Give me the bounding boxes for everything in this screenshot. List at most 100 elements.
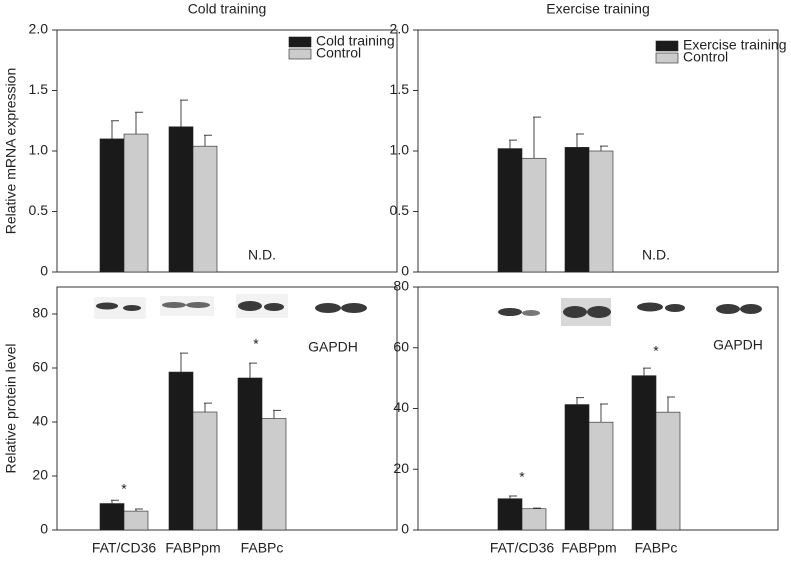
error-bar <box>576 397 584 405</box>
annotation: * <box>519 469 525 485</box>
bar <box>588 421 614 531</box>
blot-band <box>522 310 540 316</box>
blot-band <box>96 302 118 310</box>
error-bar <box>533 507 541 509</box>
x-tick-label: FAT/CD36 <box>490 540 555 556</box>
blot-band <box>238 301 262 311</box>
error-bar <box>643 367 651 376</box>
x-tick-label: FABPc <box>241 540 284 556</box>
y-tick-label: 40 <box>32 413 48 429</box>
y-tick-label: 20 <box>32 467 48 483</box>
blot-band <box>498 308 522 316</box>
y-tick-label: 20 <box>393 460 409 476</box>
y-tick-label: 0.5 <box>29 202 49 218</box>
y-tick-label: 60 <box>32 359 48 375</box>
blot-band <box>716 304 740 314</box>
error-bar <box>180 352 188 373</box>
error-bar <box>533 116 541 159</box>
y-tick-label: 2.0 <box>29 21 49 37</box>
bar <box>564 147 590 273</box>
blot-band <box>341 303 367 313</box>
y-axis-label: Relative mRNA expression <box>3 68 19 235</box>
annotation: N.D. <box>642 247 670 263</box>
bar <box>237 377 263 531</box>
y-tick-label: 0 <box>40 521 48 537</box>
bar <box>123 510 149 531</box>
annotation: * <box>653 343 659 359</box>
y-tick-label: 60 <box>393 338 409 354</box>
error-bar <box>111 499 119 504</box>
bar <box>168 371 194 531</box>
error-bar <box>600 403 608 423</box>
blot-band <box>563 306 587 318</box>
y-tick-label: 1.0 <box>29 142 49 158</box>
chart-title: Exercise training <box>546 1 650 17</box>
blot-band <box>665 304 685 312</box>
plot-frame <box>56 286 398 531</box>
blot-band <box>587 306 611 318</box>
x-tick-label: FAT/CD36 <box>92 540 157 556</box>
blot-band <box>162 302 186 308</box>
y-tick-label: 1.5 <box>29 81 49 97</box>
bar <box>261 418 287 531</box>
error-bar <box>600 145 608 151</box>
blot-band <box>123 305 141 311</box>
y-tick-label: 0 <box>401 521 409 537</box>
legend-label: Exercise training <box>683 37 787 53</box>
bar <box>521 508 547 531</box>
y-tick-label: 0 <box>401 263 409 279</box>
legend-label: Cold training <box>316 33 395 49</box>
bar <box>99 503 125 531</box>
legend-label: Control <box>316 45 361 61</box>
annotation: GAPDH <box>713 337 763 353</box>
annotation: GAPDH <box>308 339 358 355</box>
bar <box>168 126 194 273</box>
x-tick-label: FABPpm <box>561 540 616 556</box>
bar <box>497 148 523 273</box>
error-bar <box>509 139 517 149</box>
error-bar <box>667 396 675 413</box>
y-tick-label: 80 <box>32 305 48 321</box>
chart-title: Cold training <box>188 1 267 17</box>
annotation: N.D. <box>248 247 276 263</box>
blot-band <box>637 302 663 312</box>
bar <box>192 411 218 531</box>
bar <box>564 404 590 531</box>
error-bar <box>180 99 188 127</box>
western-blots <box>94 294 762 326</box>
error-bar <box>204 134 212 147</box>
bar <box>123 133 149 273</box>
blot-band <box>264 303 284 311</box>
y-tick-label: 0 <box>40 263 48 279</box>
bar <box>588 150 614 273</box>
y-tick-label: 0.5 <box>390 202 410 218</box>
x-tick-label: FABPpm <box>165 540 220 556</box>
y-tick-label: 80 <box>393 278 409 294</box>
y-tick-label: 2.0 <box>390 21 410 37</box>
legend-swatch <box>288 48 312 60</box>
bar <box>655 411 681 531</box>
legend-swatch <box>288 36 312 48</box>
annotation: * <box>121 481 127 497</box>
bar <box>192 145 218 273</box>
y-axis-label: Relative protein level <box>3 344 19 474</box>
blot-band <box>740 304 762 314</box>
error-bar <box>249 362 257 378</box>
bar <box>521 157 547 273</box>
error-bar <box>273 409 281 419</box>
x-tick-label: FABPc <box>635 540 678 556</box>
legend-swatch <box>655 40 679 52</box>
bar <box>631 375 657 531</box>
annotation: * <box>253 336 259 352</box>
error-bar <box>135 508 143 512</box>
error-bar <box>204 402 212 413</box>
y-tick-label: 1.0 <box>390 142 410 158</box>
legend-swatch <box>655 52 679 64</box>
y-tick-label: 40 <box>393 399 409 415</box>
bar <box>99 138 125 273</box>
error-bar <box>135 111 143 135</box>
legend-label: Control <box>683 49 728 65</box>
error-bar <box>509 495 517 499</box>
bar <box>497 498 523 531</box>
